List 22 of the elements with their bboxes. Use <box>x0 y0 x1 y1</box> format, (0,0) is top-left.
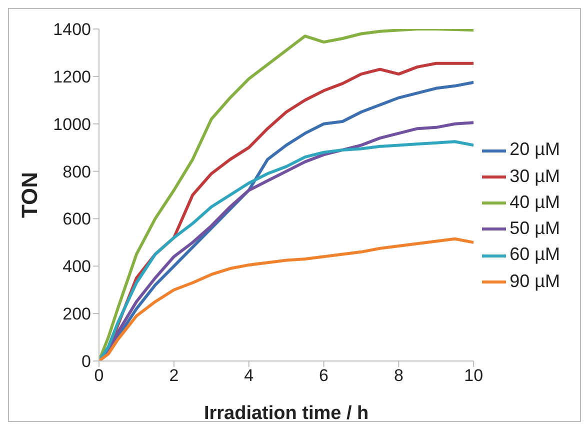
legend-label: 50 µM <box>510 218 560 238</box>
y-tick-label: 800 <box>62 162 91 182</box>
x-tick-label: 0 <box>94 366 104 386</box>
legend-label: 60 µM <box>510 244 560 264</box>
y-axis-title: TON <box>16 172 42 218</box>
legend-label: 90 µM <box>510 270 560 290</box>
y-tick-label: 1200 <box>53 67 91 86</box>
y-tick-label: 1000 <box>53 114 91 134</box>
x-tick-label: 8 <box>394 366 404 386</box>
x-tick-label: 6 <box>319 366 328 386</box>
x-tick-label: 10 <box>464 366 484 386</box>
legend-label: 30 µM <box>510 166 560 186</box>
y-tick-label: 400 <box>62 257 91 276</box>
y-tick-label: 0 <box>82 352 91 372</box>
y-tick-label: 600 <box>62 210 91 229</box>
legend-label: 40 µM <box>510 192 560 212</box>
x-axis-title: Irradiation time / h <box>204 403 369 424</box>
x-tick-label: 4 <box>244 366 254 386</box>
legend-label: 20 µM <box>510 139 560 160</box>
y-tick-label: 1400 <box>53 20 91 40</box>
x-tick-label: 2 <box>169 366 179 386</box>
y-tick-label: 200 <box>62 304 91 324</box>
